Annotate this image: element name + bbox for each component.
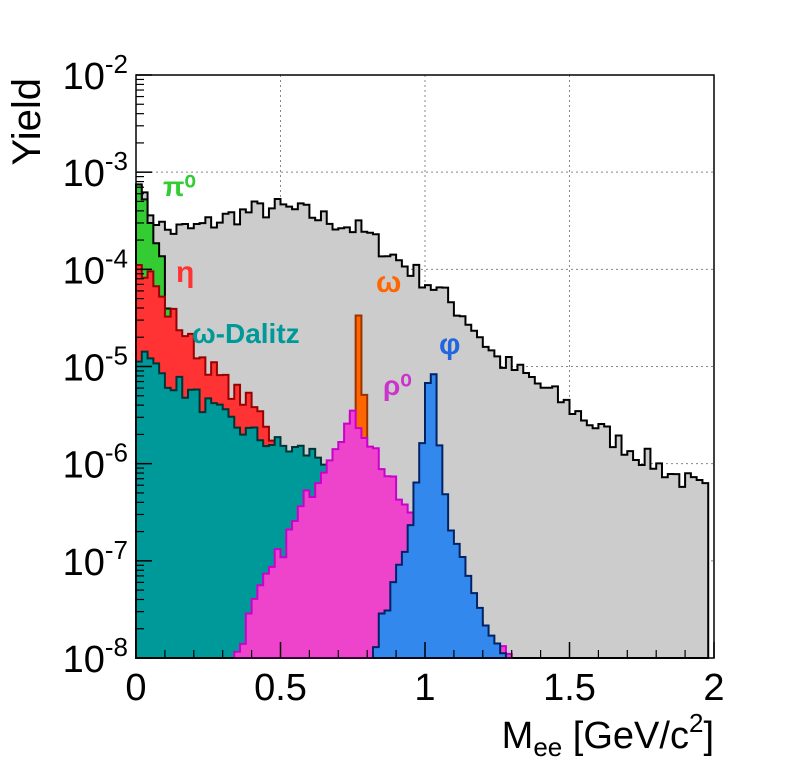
series-labels: π⁰ η ω-Dalitz ω ρ⁰ φ: [163, 171, 460, 401]
axis-ticks: [135, 74, 715, 659]
x-tick-labels: 0 0.5 1 1.5 2: [125, 667, 724, 709]
series-label-omega: ω: [376, 266, 401, 299]
x-tick-label: 1: [414, 667, 435, 709]
y-tick-label: 10-5: [63, 341, 128, 390]
y-axis-title: Yield: [5, 78, 49, 165]
y-tick-label: 10-3: [63, 146, 128, 195]
x-tick-label: 0.5: [254, 667, 307, 709]
y-tick-label: 10-4: [63, 243, 128, 292]
series-label-phi: φ: [439, 328, 460, 361]
y-tick-label: 10-8: [63, 632, 128, 681]
series-label-pi0: π⁰: [163, 171, 196, 202]
y-tick-labels: 10-8 10-7 10-6 10-5 10-4 10-3 10-2: [63, 49, 128, 681]
histogram-phi: [371, 373, 507, 659]
x-axis-title: Mee [GeV/c2]: [502, 708, 714, 762]
y-tick-label: 10-2: [63, 49, 128, 98]
series-label-eta: η: [176, 256, 194, 289]
y-tick-label: 10-7: [63, 535, 128, 584]
x-tick-label: 1.5: [543, 667, 596, 709]
series-layer: [135, 183, 710, 659]
series-label-omegaD: ω-Dalitz: [192, 318, 300, 349]
series-label-rho: ρ⁰: [383, 370, 412, 401]
y-tick-label: 10-6: [63, 438, 128, 487]
x-tick-label: 0: [125, 667, 146, 709]
x-tick-label: 2: [703, 667, 724, 709]
